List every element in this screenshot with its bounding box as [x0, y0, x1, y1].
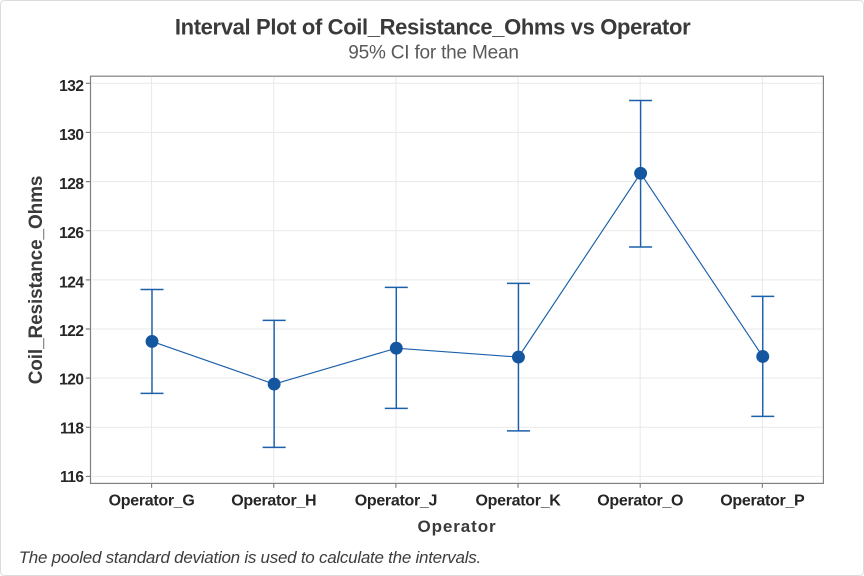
svg-text:120: 120 — [59, 372, 84, 389]
svg-text:Operator_H: Operator_H — [231, 492, 316, 509]
svg-text:118: 118 — [60, 420, 84, 437]
svg-text:Operator_J: Operator_J — [355, 492, 437, 509]
svg-text:124: 124 — [59, 274, 84, 291]
svg-text:132: 132 — [59, 78, 84, 95]
svg-text:Operator_K: Operator_K — [476, 492, 562, 509]
svg-text:The pooled standard deviation: The pooled standard deviation is used to… — [19, 548, 481, 567]
svg-text:126: 126 — [59, 225, 84, 242]
svg-text:130: 130 — [59, 127, 84, 144]
svg-text:116: 116 — [60, 469, 84, 486]
svg-text:Operator_P: Operator_P — [720, 492, 805, 509]
svg-text:128: 128 — [59, 176, 84, 193]
svg-text:Operator_G: Operator_G — [109, 492, 195, 509]
svg-text:Coil_Resistance_Ohms: Coil_Resistance_Ohms — [26, 176, 47, 385]
svg-text:122: 122 — [59, 323, 84, 340]
svg-text:Operator: Operator — [418, 517, 497, 536]
svg-text:95% CI for the Mean: 95% CI for the Mean — [348, 43, 518, 64]
svg-text:Interval Plot of Coil_Resistan: Interval Plot of Coil_Resistance_Ohms vs… — [175, 15, 691, 40]
svg-text:Operator_O: Operator_O — [597, 492, 683, 509]
